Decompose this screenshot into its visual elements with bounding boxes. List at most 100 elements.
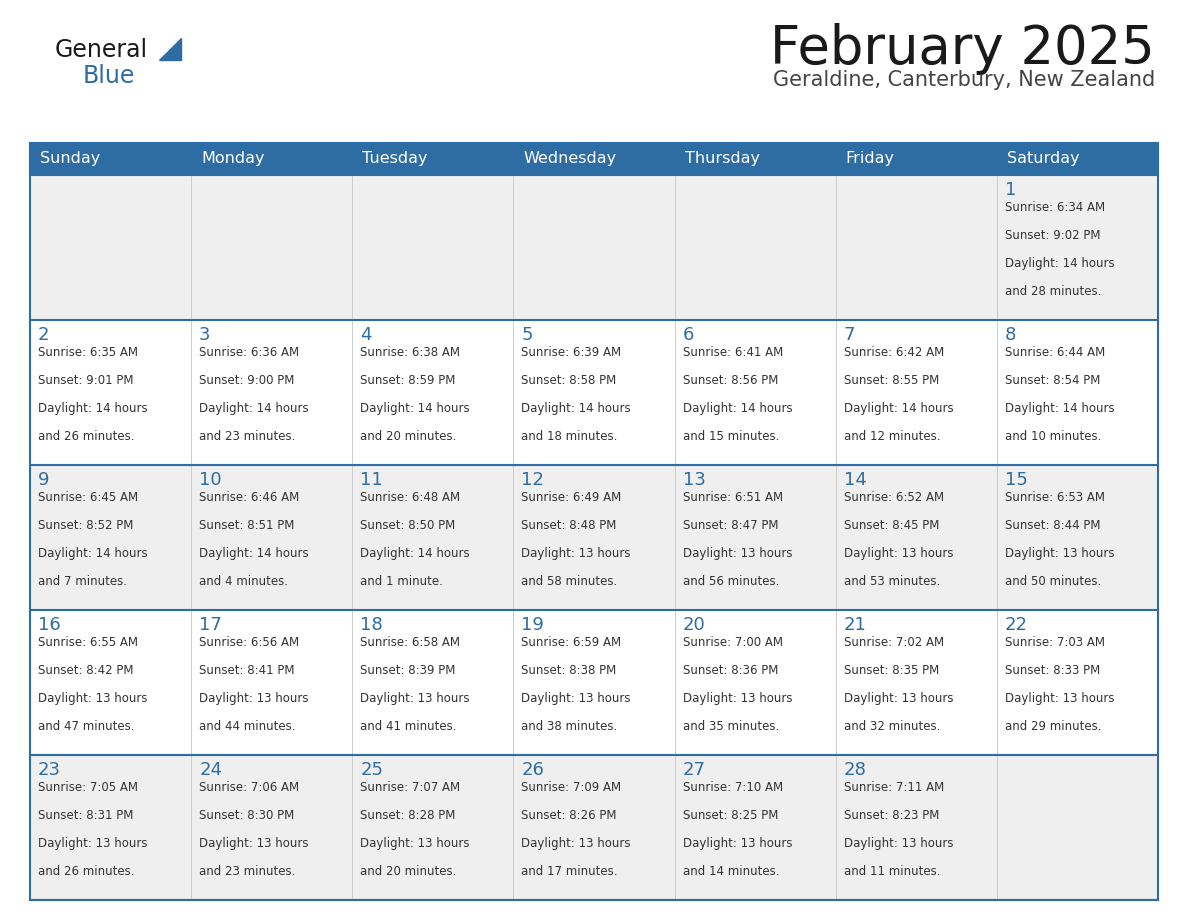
Bar bbox=[30, 143, 1158, 175]
Text: 20: 20 bbox=[683, 616, 706, 634]
Text: Sunrise: 7:07 AM: Sunrise: 7:07 AM bbox=[360, 781, 461, 794]
Text: and 38 minutes.: and 38 minutes. bbox=[522, 720, 618, 733]
Text: Monday: Monday bbox=[201, 151, 265, 166]
Text: Sunset: 8:47 PM: Sunset: 8:47 PM bbox=[683, 519, 778, 532]
Text: Daylight: 14 hours: Daylight: 14 hours bbox=[683, 402, 792, 415]
Text: and 35 minutes.: and 35 minutes. bbox=[683, 720, 779, 733]
Text: Daylight: 13 hours: Daylight: 13 hours bbox=[522, 692, 631, 705]
Text: and 12 minutes.: and 12 minutes. bbox=[843, 430, 940, 442]
Text: Daylight: 13 hours: Daylight: 13 hours bbox=[683, 836, 792, 850]
Text: Sunrise: 6:35 AM: Sunrise: 6:35 AM bbox=[38, 346, 138, 359]
Bar bbox=[30, 755, 1158, 900]
Text: Tuesday: Tuesday bbox=[362, 151, 428, 166]
Text: Daylight: 14 hours: Daylight: 14 hours bbox=[522, 402, 631, 415]
Text: Daylight: 13 hours: Daylight: 13 hours bbox=[843, 836, 953, 850]
Text: 24: 24 bbox=[200, 761, 222, 779]
Text: Daylight: 13 hours: Daylight: 13 hours bbox=[38, 836, 147, 850]
Text: Sunrise: 6:34 AM: Sunrise: 6:34 AM bbox=[1005, 201, 1105, 214]
Text: and 26 minutes.: and 26 minutes. bbox=[38, 430, 134, 442]
Text: Sunrise: 6:45 AM: Sunrise: 6:45 AM bbox=[38, 491, 138, 504]
Text: and 28 minutes.: and 28 minutes. bbox=[1005, 285, 1101, 297]
Text: Daylight: 13 hours: Daylight: 13 hours bbox=[360, 836, 469, 850]
Text: Daylight: 13 hours: Daylight: 13 hours bbox=[200, 692, 309, 705]
Text: 26: 26 bbox=[522, 761, 544, 779]
Text: Daylight: 13 hours: Daylight: 13 hours bbox=[683, 547, 792, 560]
Text: Daylight: 13 hours: Daylight: 13 hours bbox=[522, 836, 631, 850]
Text: 19: 19 bbox=[522, 616, 544, 634]
Text: Sunset: 8:39 PM: Sunset: 8:39 PM bbox=[360, 664, 456, 677]
Text: Sunrise: 7:09 AM: Sunrise: 7:09 AM bbox=[522, 781, 621, 794]
Text: Sunrise: 7:03 AM: Sunrise: 7:03 AM bbox=[1005, 636, 1105, 649]
Text: Daylight: 14 hours: Daylight: 14 hours bbox=[38, 547, 147, 560]
Text: and 4 minutes.: and 4 minutes. bbox=[200, 575, 289, 588]
Text: 11: 11 bbox=[360, 471, 383, 489]
Text: 16: 16 bbox=[38, 616, 61, 634]
Text: Sunset: 9:01 PM: Sunset: 9:01 PM bbox=[38, 374, 133, 386]
Bar bbox=[30, 143, 1158, 900]
Text: Daylight: 13 hours: Daylight: 13 hours bbox=[1005, 692, 1114, 705]
Text: and 17 minutes.: and 17 minutes. bbox=[522, 865, 618, 878]
Text: Sunrise: 6:41 AM: Sunrise: 6:41 AM bbox=[683, 346, 783, 359]
Text: Sunrise: 6:58 AM: Sunrise: 6:58 AM bbox=[360, 636, 460, 649]
Text: Sunrise: 6:55 AM: Sunrise: 6:55 AM bbox=[38, 636, 138, 649]
Text: Sunrise: 7:06 AM: Sunrise: 7:06 AM bbox=[200, 781, 299, 794]
Text: Sunset: 8:41 PM: Sunset: 8:41 PM bbox=[200, 664, 295, 677]
Text: Daylight: 13 hours: Daylight: 13 hours bbox=[683, 692, 792, 705]
Text: Daylight: 13 hours: Daylight: 13 hours bbox=[843, 547, 953, 560]
Text: and 14 minutes.: and 14 minutes. bbox=[683, 865, 779, 878]
Text: 21: 21 bbox=[843, 616, 866, 634]
Text: and 11 minutes.: and 11 minutes. bbox=[843, 865, 940, 878]
Text: 12: 12 bbox=[522, 471, 544, 489]
Text: 18: 18 bbox=[360, 616, 383, 634]
Text: and 44 minutes.: and 44 minutes. bbox=[200, 720, 296, 733]
Text: Sunrise: 7:02 AM: Sunrise: 7:02 AM bbox=[843, 636, 943, 649]
Text: Sunset: 8:52 PM: Sunset: 8:52 PM bbox=[38, 519, 133, 532]
Text: 9: 9 bbox=[38, 471, 50, 489]
Bar bbox=[30, 175, 1158, 320]
Text: Sunrise: 7:00 AM: Sunrise: 7:00 AM bbox=[683, 636, 783, 649]
Text: 14: 14 bbox=[843, 471, 866, 489]
Text: Wednesday: Wednesday bbox=[524, 151, 617, 166]
Text: 1: 1 bbox=[1005, 181, 1016, 199]
Text: and 53 minutes.: and 53 minutes. bbox=[843, 575, 940, 588]
Text: 8: 8 bbox=[1005, 326, 1016, 344]
Text: Daylight: 13 hours: Daylight: 13 hours bbox=[522, 547, 631, 560]
Text: 22: 22 bbox=[1005, 616, 1028, 634]
Text: and 29 minutes.: and 29 minutes. bbox=[1005, 720, 1101, 733]
Text: Sunset: 8:23 PM: Sunset: 8:23 PM bbox=[843, 809, 939, 822]
Polygon shape bbox=[159, 38, 181, 60]
Text: Sunset: 8:26 PM: Sunset: 8:26 PM bbox=[522, 809, 617, 822]
Text: Sunset: 8:58 PM: Sunset: 8:58 PM bbox=[522, 374, 617, 386]
Text: Sunrise: 6:53 AM: Sunrise: 6:53 AM bbox=[1005, 491, 1105, 504]
Text: Daylight: 14 hours: Daylight: 14 hours bbox=[200, 402, 309, 415]
Text: 7: 7 bbox=[843, 326, 855, 344]
Text: 10: 10 bbox=[200, 471, 222, 489]
Text: and 18 minutes.: and 18 minutes. bbox=[522, 430, 618, 442]
Text: Sunset: 8:56 PM: Sunset: 8:56 PM bbox=[683, 374, 778, 386]
Text: Daylight: 14 hours: Daylight: 14 hours bbox=[360, 402, 470, 415]
Text: Sunrise: 6:52 AM: Sunrise: 6:52 AM bbox=[843, 491, 943, 504]
Text: Sunset: 8:51 PM: Sunset: 8:51 PM bbox=[200, 519, 295, 532]
Text: 25: 25 bbox=[360, 761, 384, 779]
Text: Sunset: 8:35 PM: Sunset: 8:35 PM bbox=[843, 664, 939, 677]
Text: and 26 minutes.: and 26 minutes. bbox=[38, 865, 134, 878]
Text: 6: 6 bbox=[683, 326, 694, 344]
Text: and 20 minutes.: and 20 minutes. bbox=[360, 430, 456, 442]
Text: Sunrise: 6:49 AM: Sunrise: 6:49 AM bbox=[522, 491, 621, 504]
Text: 4: 4 bbox=[360, 326, 372, 344]
Text: 27: 27 bbox=[683, 761, 706, 779]
Text: Thursday: Thursday bbox=[684, 151, 759, 166]
Text: Sunset: 8:48 PM: Sunset: 8:48 PM bbox=[522, 519, 617, 532]
Text: Sunrise: 7:10 AM: Sunrise: 7:10 AM bbox=[683, 781, 783, 794]
Text: February 2025: February 2025 bbox=[770, 23, 1155, 75]
Text: Friday: Friday bbox=[846, 151, 895, 166]
Text: 3: 3 bbox=[200, 326, 210, 344]
Text: and 7 minutes.: and 7 minutes. bbox=[38, 575, 127, 588]
Text: Sunrise: 6:56 AM: Sunrise: 6:56 AM bbox=[200, 636, 299, 649]
Text: Daylight: 13 hours: Daylight: 13 hours bbox=[1005, 547, 1114, 560]
Text: and 23 minutes.: and 23 minutes. bbox=[200, 430, 296, 442]
Text: and 56 minutes.: and 56 minutes. bbox=[683, 575, 779, 588]
Text: Sunday: Sunday bbox=[40, 151, 100, 166]
Text: Sunset: 8:38 PM: Sunset: 8:38 PM bbox=[522, 664, 617, 677]
Text: Sunrise: 7:11 AM: Sunrise: 7:11 AM bbox=[843, 781, 944, 794]
